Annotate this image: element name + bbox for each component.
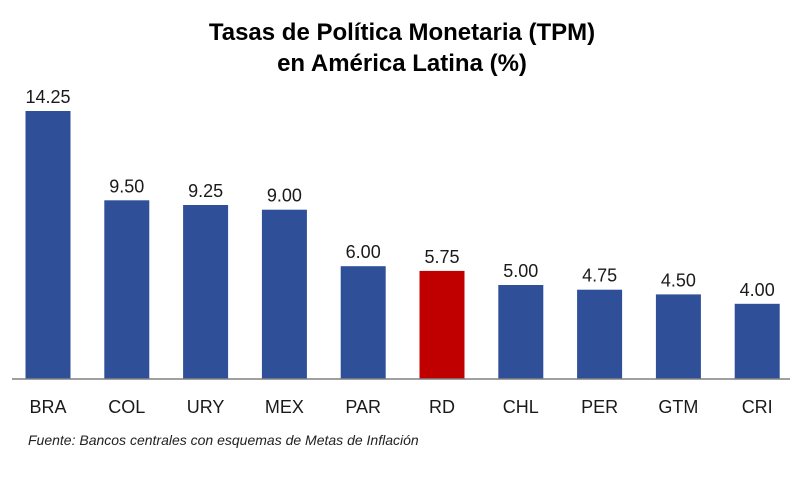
bar-par [340,266,386,379]
value-label-rd: 5.75 [424,247,459,267]
chart-title-line-1: Tasas de Política Monetaria (TPM) [209,19,595,46]
source-note: Fuente: Bancos centrales con esquemas de… [28,432,419,448]
bars-layer [25,111,780,379]
value-label-gtm: 4.50 [661,270,696,290]
tick-label-mex: MEX [265,397,304,417]
value-label-mex: 9.00 [267,186,302,206]
bar-cri [734,303,780,379]
tick-label-rd: RD [429,397,455,417]
bar-gtm [655,294,701,379]
bar-chl [498,285,544,379]
bar-per [577,289,623,379]
tick-label-col: COL [108,397,145,417]
bar-ury [183,205,229,379]
value-label-chl: 5.00 [503,261,538,281]
tick-label-bra: BRA [29,397,66,417]
value-label-ury: 9.25 [188,181,223,201]
tick-label-gtm: GTM [658,397,698,417]
value-label-par: 6.00 [346,242,381,262]
bar-bra [25,111,71,379]
value-label-col: 9.50 [109,176,144,196]
bar-col [104,200,150,379]
chart-title-line-2: en América Latina (%) [277,50,527,77]
tick-label-par: PAR [345,397,381,417]
tick-label-per: PER [581,397,618,417]
tick-labels-layer: BRA COL URY MEX PAR RD CHL PER GTM CRI [29,397,772,417]
bar-mex [261,209,307,379]
tick-label-cri: CRI [742,397,773,417]
value-label-bra: 14.25 [25,87,70,107]
value-labels-layer: 14.25 9.50 9.25 9.00 6.00 5.75 5.00 4.75 4.50 4.0… [25,87,774,300]
value-label-cri: 4.00 [740,280,775,300]
tick-label-chl: CHL [503,397,539,417]
bar-rd [419,270,465,379]
value-label-per: 4.75 [582,266,617,286]
tick-label-ury: URY [187,397,225,417]
